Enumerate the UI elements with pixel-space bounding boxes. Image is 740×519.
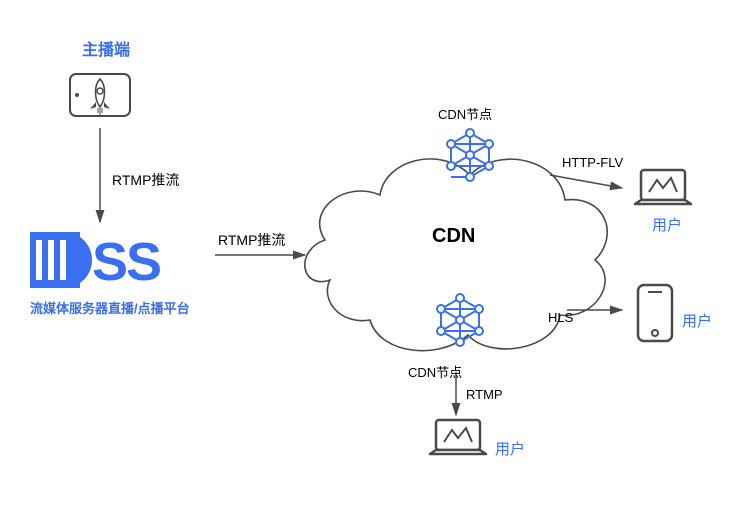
edge-label-hls: HLS bbox=[548, 310, 573, 325]
edge-label-rtmp-push-2: RTMP推流 bbox=[218, 230, 285, 250]
cdn-node-top-label: CDN节点 bbox=[438, 104, 492, 123]
diagram-canvas: SS bbox=[0, 0, 740, 519]
cdn-node-bottom-label: CDN节点 bbox=[408, 362, 462, 381]
cdn-title: CDN bbox=[432, 225, 475, 248]
edge-label-rtmp: RTMP bbox=[466, 387, 503, 402]
user-label-top: 用户 bbox=[652, 214, 682, 235]
laptop-bottom-icon bbox=[430, 420, 486, 454]
dss-logo: SS bbox=[30, 232, 160, 292]
svg-text:SS: SS bbox=[92, 232, 160, 292]
edge-label-rtmp-push-1: RTMP推流 bbox=[112, 170, 179, 190]
anchor-device-icon bbox=[70, 74, 130, 116]
anchor-title: 主播端 bbox=[82, 36, 130, 60]
edge-label-httpflv: HTTP-FLV bbox=[562, 155, 623, 170]
laptop-top-icon bbox=[635, 170, 691, 204]
phone-icon bbox=[638, 285, 672, 341]
user-label-phone: 用户 bbox=[682, 310, 712, 331]
user-label-bottom: 用户 bbox=[495, 438, 525, 459]
dss-subtitle: 流媒体服务器直播/点播平台 bbox=[30, 298, 190, 317]
